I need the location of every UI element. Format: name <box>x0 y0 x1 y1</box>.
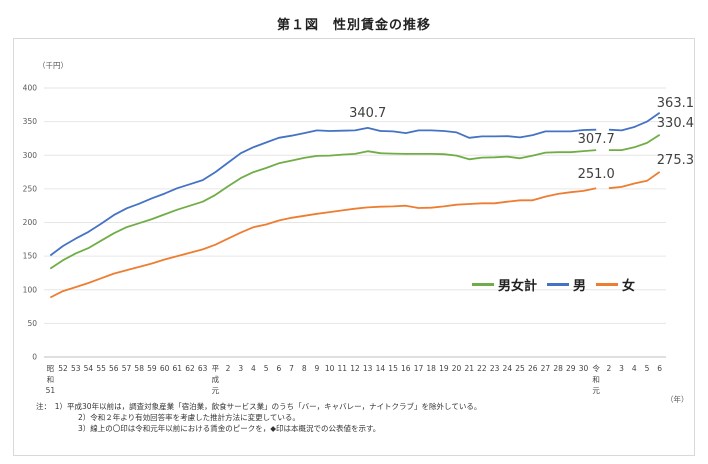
x-tick-label: 5 <box>645 364 650 373</box>
x-tick-label: 4 <box>632 364 637 373</box>
y-tick-label: 100 <box>23 285 38 294</box>
x-tick-label: 4 <box>251 364 256 373</box>
x-tick-label: 52 <box>58 364 68 373</box>
x-tick-label: 10 <box>325 364 335 373</box>
x-tick-label: 8 <box>302 364 307 373</box>
note-3: 3）線上の〇印は令和元年以前における賃金のピークを，◆印は本概況での公表値を示す… <box>78 424 381 433</box>
y-tick-label: 250 <box>23 184 38 193</box>
series-line-total <box>49 149 597 270</box>
x-tick-label: 平成元 <box>212 364 220 395</box>
y-tick-label: 200 <box>23 218 38 227</box>
x-tick-label: 61 <box>173 364 183 373</box>
x-tick-label: 54 <box>84 364 94 373</box>
y-tick-label: 400 <box>23 84 38 93</box>
y-tick-label: 150 <box>23 252 38 261</box>
x-tick-label: 30 <box>579 364 589 373</box>
data-label: 363.1 <box>657 96 694 111</box>
legend-item-total: 男女計 <box>472 275 537 294</box>
x-axis-label: （年） <box>666 394 689 404</box>
x-tick-label: 5 <box>264 364 269 373</box>
x-tick-label: 16 <box>401 364 411 373</box>
x-tick-label: 55 <box>96 364 106 373</box>
y-tick-label: 300 <box>23 151 38 160</box>
legend-swatch-male <box>547 283 570 286</box>
x-tick-label: 20 <box>452 364 462 373</box>
x-tick-label: 令和元 <box>592 363 600 395</box>
x-tick-label: 7 <box>289 364 294 373</box>
series-line-total-reiwa <box>608 134 661 152</box>
x-tick-label: 昭和 51 <box>46 364 56 395</box>
x-tick-label: 12 <box>350 364 360 373</box>
legend-label-total: 男女計 <box>498 279 538 294</box>
x-tick-label: 58 <box>134 364 144 373</box>
x-tick-label: 53 <box>71 364 81 373</box>
chart-legend: 男女計 男 女 <box>472 275 645 294</box>
x-tick-label: 13 <box>363 364 373 373</box>
y-tick-label: 0 <box>32 353 37 362</box>
legend-label-female: 女 <box>622 279 636 294</box>
x-tick-label: 59 <box>147 364 157 373</box>
x-tick-label: 57 <box>122 364 132 373</box>
x-tick-label: 6 <box>276 364 281 373</box>
data-label: 275.3 <box>657 153 694 168</box>
series-line-male <box>49 127 597 257</box>
x-tick-label: 2 <box>226 364 231 373</box>
x-tick-label: 2 <box>606 364 611 373</box>
x-tick-label: 60 <box>160 364 170 373</box>
x-tick-label: 23 <box>490 364 500 373</box>
y-tick-label: 50 <box>27 319 37 328</box>
data-label: 251.0 <box>578 167 615 182</box>
series-line-female <box>49 187 597 299</box>
legend-swatch-total <box>472 283 494 286</box>
x-tick-label: 15 <box>388 364 398 373</box>
data-label: 330.4 <box>657 116 694 131</box>
x-tick-label: 26 <box>528 364 538 373</box>
legend-item-female: 女 <box>596 275 635 294</box>
x-tick-label: 18 <box>426 364 436 373</box>
x-tick-label: 29 <box>566 364 576 373</box>
x-tick-label: 25 <box>515 364 525 373</box>
x-tick-label: 9 <box>315 364 320 373</box>
x-tick-label: 19 <box>439 364 449 373</box>
x-tick-label: 14 <box>376 364 386 373</box>
x-tick-label: 62 <box>185 364 195 373</box>
y-axis-label: （千円） <box>38 60 68 70</box>
x-tick-label: 27 <box>541 364 551 373</box>
x-tick-label: 28 <box>553 364 563 373</box>
series-line-female-reiwa <box>608 171 661 190</box>
x-tick-label: 3 <box>238 364 243 373</box>
note-2: 2）令和２年より有効回答率を考慮した推計方法に変更している。 <box>78 413 300 422</box>
legend-label-male: 男 <box>573 279 587 294</box>
x-tick-label: 11 <box>338 364 348 373</box>
x-tick-label: 24 <box>503 364 513 373</box>
x-tick-label: 3 <box>619 364 624 373</box>
y-tick-label: 350 <box>23 117 38 126</box>
x-tick-label: 63 <box>198 364 208 373</box>
chart-title: 第１図 性別賃金の推移 <box>276 18 431 33</box>
x-tick-label: 6 <box>657 364 662 373</box>
legend-item-male: 男 <box>547 275 586 294</box>
x-tick-label: 56 <box>109 364 119 373</box>
x-tick-label: 17 <box>414 364 424 373</box>
chart-frame <box>13 38 695 456</box>
chart-notes: 注： 1）平成30年以前は，調査対象産業「宿泊業，飲食サービス業」のうち「バー，… <box>36 401 481 434</box>
x-tick-label: 22 <box>477 364 487 373</box>
note-1: 注： 1）平成30年以前は，調査対象産業「宿泊業，飲食サービス業」のうち「バー，… <box>36 402 482 411</box>
data-label: 340.7 <box>349 106 386 121</box>
legend-swatch-female <box>596 283 619 286</box>
data-label: 307.7 <box>578 132 615 147</box>
x-tick-label: 21 <box>464 364 474 373</box>
series-line-male-reiwa <box>608 112 661 132</box>
